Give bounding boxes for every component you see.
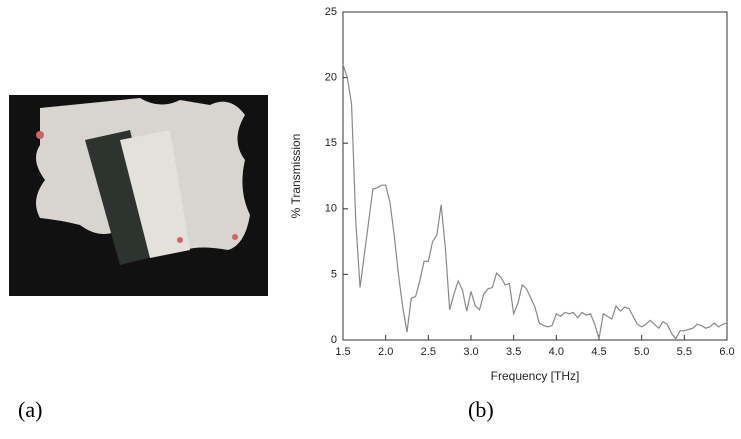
x-tick-label: 5.0 [634, 346, 649, 358]
plot-frame [342, 11, 728, 341]
y-tick-label: 20 [325, 72, 337, 84]
x-axis-label: Frequency [THz] [491, 369, 580, 383]
y-tick-label: 5 [331, 268, 337, 280]
x-tick-label: 3.5 [506, 346, 521, 358]
panel-label: (b) [468, 397, 494, 422]
y-tick-label: 10 [325, 203, 337, 215]
photo [9, 95, 268, 296]
data-line [342, 64, 728, 340]
y-tick-label: 15 [325, 137, 337, 149]
x-tick-label: 1.5 [335, 346, 350, 358]
x-tick-label: 4.0 [549, 346, 564, 358]
x-tick-label: 2.5 [421, 346, 436, 358]
x-tick-label: 6.0 [719, 346, 734, 358]
y-tick-label: 25 [325, 6, 337, 18]
y-axis-label: % Transmission [289, 134, 303, 219]
panel-label: (a) [18, 397, 42, 422]
x-tick-label: 4.5 [591, 346, 606, 358]
x-tick-label: 3.0 [463, 346, 478, 358]
x-tick-label: 2.0 [378, 346, 393, 358]
y-tick-label: 0 [331, 334, 337, 346]
x-tick-label: 5.5 [677, 346, 692, 358]
